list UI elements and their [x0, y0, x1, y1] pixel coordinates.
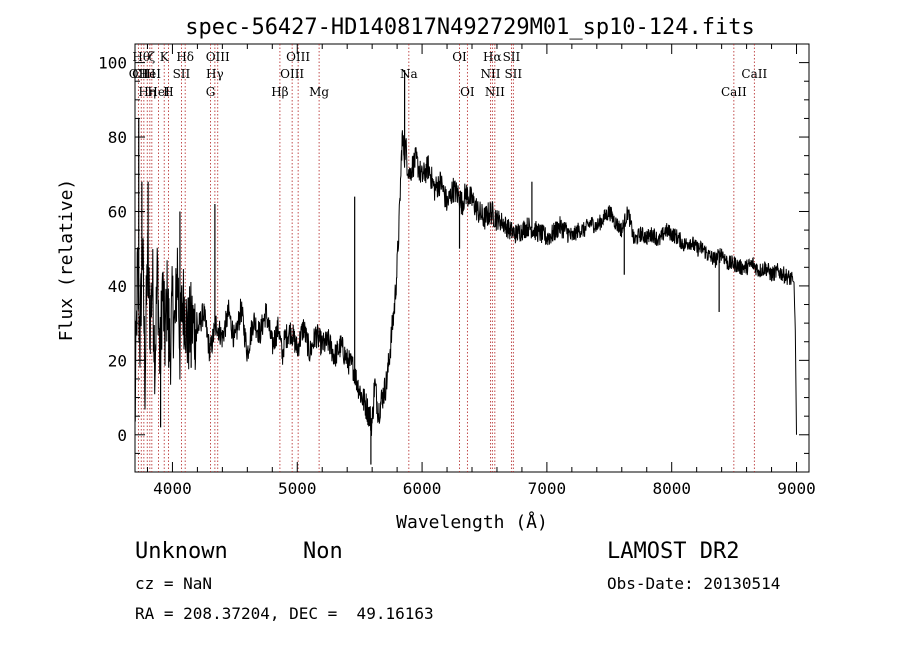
subclass: Non	[303, 539, 343, 564]
x-axis-label: Wavelength (Å)	[396, 511, 548, 533]
line-label: K	[160, 50, 170, 64]
x-tick-label: 7000	[528, 479, 567, 498]
x-tick-label: 5000	[278, 479, 317, 498]
line-label: OII	[129, 67, 149, 81]
spectrum-line	[134, 130, 797, 436]
y-tick-label: 20	[108, 351, 127, 370]
line-label: HeI	[139, 67, 162, 81]
line-label: CaII	[741, 67, 767, 81]
x-tick-label: 8000	[652, 479, 691, 498]
y-tick-label: 0	[117, 426, 127, 445]
line-label: G	[206, 85, 216, 99]
obs-date: Obs-Date: 20130514	[607, 574, 781, 593]
line-label: Na	[400, 67, 418, 81]
y-axis-label: Flux (relative)	[56, 179, 77, 342]
line-label: CIII	[132, 67, 156, 81]
y-tick-label: 100	[98, 54, 127, 73]
x-tick-label: 4000	[153, 479, 192, 498]
line-label: OIII	[280, 67, 304, 81]
spectral-line-labels: OIIHθCIIIHηHeIζHeIKHSIIHδGHγOIIIHβOIIIOI…	[129, 50, 768, 99]
object-class: Unknown	[135, 539, 228, 564]
line-label: SII	[503, 50, 521, 64]
x-tick-label: 9000	[777, 479, 816, 498]
y-tick-label: 40	[108, 277, 127, 296]
line-label: CaII	[721, 85, 747, 99]
y-axis: 0 20 40 60 80 100	[98, 54, 809, 473]
line-label: Mg	[309, 85, 329, 99]
y-tick-label: 80	[108, 128, 127, 147]
redshift: cz = NaN	[135, 574, 213, 593]
spectral-line-markers	[137, 44, 755, 472]
line-label: Hη	[138, 85, 156, 99]
line-label: Hγ	[206, 67, 224, 81]
line-label: H	[163, 85, 173, 99]
x-tick-label: 6000	[403, 479, 442, 498]
line-label: HeI	[147, 85, 170, 99]
line-label: Hδ	[176, 50, 194, 64]
chart-title: spec-56427-HD140817N492729M01_sp10-124.f…	[185, 15, 755, 40]
line-label: NII	[485, 85, 505, 99]
series-layer	[134, 70, 797, 465]
x-axis: 4000 5000 6000 7000 8000 9000	[146, 44, 816, 498]
line-label: OI	[460, 85, 475, 99]
line-label: OIII	[206, 50, 230, 64]
line-label: OIII	[286, 50, 310, 64]
line-label: NII	[480, 67, 500, 81]
line-label: OI	[452, 50, 467, 64]
line-label: SII	[173, 67, 191, 81]
line-label: Hθ	[132, 50, 150, 64]
line-label: SII	[504, 67, 522, 81]
survey-name: LAMOST DR2	[607, 539, 740, 564]
y-tick-label: 60	[108, 202, 127, 221]
line-label: ζ	[149, 50, 156, 64]
line-label: Hβ	[271, 85, 288, 99]
line-label: Hα	[483, 50, 502, 64]
coordinates: RA = 208.37204, DEC = 49.16163	[135, 604, 434, 623]
